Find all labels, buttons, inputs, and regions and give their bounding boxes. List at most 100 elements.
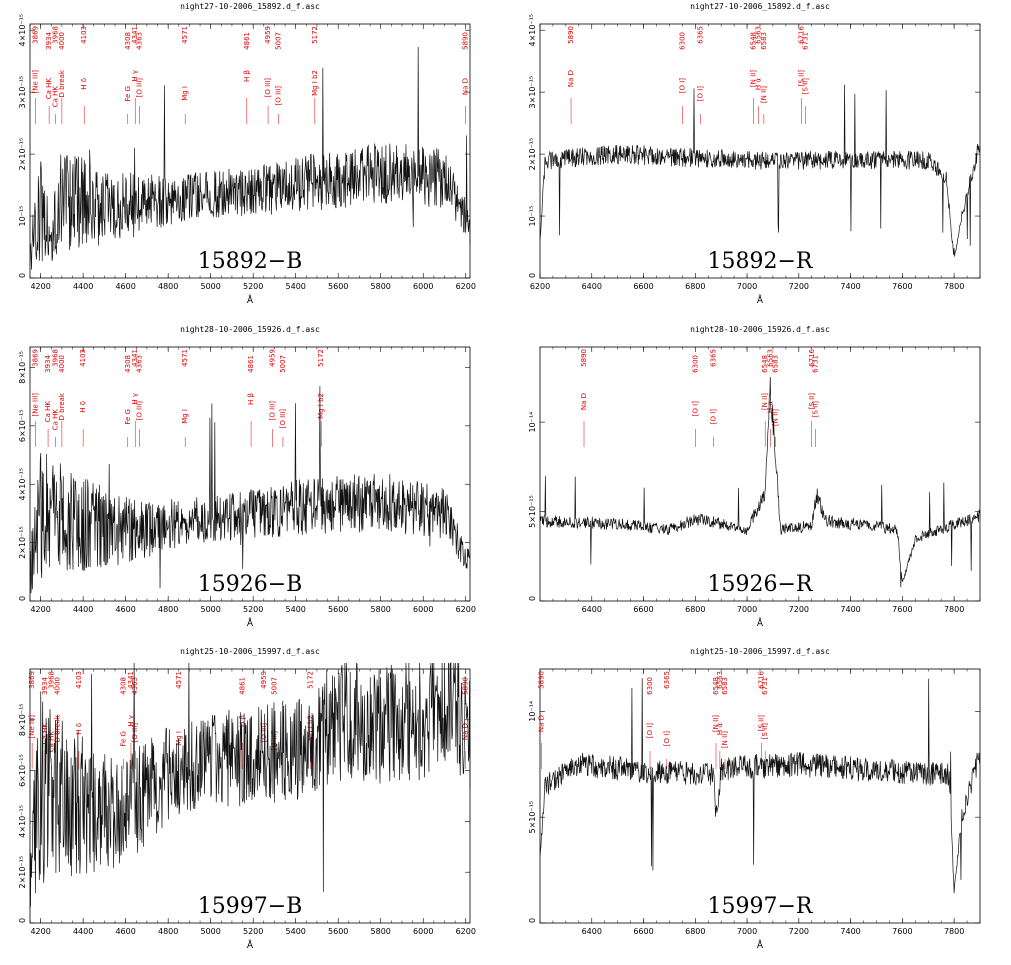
line-wavelength-label: 4363 — [131, 677, 139, 695]
line-wavelength-label: 4341 — [131, 26, 139, 44]
x-tick-label: 6200 — [456, 927, 476, 936]
y-tick-label: 6×10⁻¹⁵ — [18, 410, 27, 443]
line-wavelength-label: 6365 — [709, 349, 717, 367]
line-wavelength-label: 4571 — [181, 26, 189, 44]
x-tick-label: 6000 — [413, 282, 433, 291]
x-tick-label: 6800 — [685, 927, 705, 936]
x-tick-label: 7000 — [737, 605, 757, 614]
line-wavelength-label: 6731 — [801, 32, 809, 50]
x-axis-label: Å — [247, 939, 254, 951]
x-tick-label: 5200 — [243, 605, 263, 614]
spectral-line-marker: 4861 H β — [247, 355, 255, 447]
spectral-line-marker: 6583 [N II] — [721, 677, 729, 769]
line-wavelength-label: 4308 — [120, 677, 128, 695]
x-tick-label: 7800 — [944, 605, 964, 614]
line-name-label: [O III] — [135, 401, 143, 421]
line-wavelength-label: 3869 — [28, 671, 36, 689]
x-tick-label: 5400 — [286, 605, 306, 614]
line-name-label: [O I] — [646, 723, 654, 739]
x-tick-label: 4800 — [158, 605, 178, 614]
spectral-line-marker: 6731 [S II] — [812, 355, 820, 447]
spectrum-panel-15926-B: night28-10-2006_15926.d_f.asc 4200 4400 460… — [0, 323, 500, 641]
spectral-line-marker: 4341 H γ — [131, 26, 139, 124]
y-tick-label: 2×10⁻¹⁵ — [528, 138, 537, 171]
line-wavelength-label: 3869 — [31, 349, 39, 367]
spectral-line-marker: 3869 [Ne III] — [31, 349, 39, 447]
line-name-label: Mg I b2 — [307, 715, 315, 741]
x-tick-label: 6200 — [456, 605, 476, 614]
y-tick-label: 10⁻¹⁴ — [528, 412, 537, 433]
line-name-label: Ca HK — [52, 86, 60, 108]
spectrum-panel-15892-R: night27-10-2006_15892.d_f.asc 6200 6400 660… — [510, 0, 1010, 318]
line-name-label: [O I] — [709, 409, 717, 425]
y-tick-label: 8×10⁻¹⁵ — [18, 703, 27, 736]
line-name-label: [N II] — [761, 393, 769, 410]
y-tick-label: 4×10⁻¹⁵ — [18, 805, 27, 838]
x-tick-label: 4800 — [158, 282, 178, 291]
line-wavelength-label: 4000 — [54, 677, 62, 695]
line-name-label: [Ne III] — [28, 715, 36, 739]
spectral-line-marker: 4103 H δ — [75, 671, 83, 769]
x-tick-label: 5800 — [371, 605, 391, 614]
plot-frame — [539, 668, 981, 924]
line-name-label: H α — [755, 78, 763, 90]
line-name-label: Mg I b2 — [311, 70, 319, 96]
object-label: 15892−B — [198, 249, 303, 274]
line-wavelength-label: 4363 — [135, 32, 143, 50]
spectrum-trace — [539, 84, 981, 257]
spectrum-chart: night25-10-2006_15997.d_f.asc 6400 6600 680… — [528, 647, 981, 951]
line-name-label: [N II] — [760, 86, 768, 103]
y-tick-label: 2×10⁻¹⁵ — [18, 138, 27, 171]
spectral-line-marker: 6300 [O I] — [678, 32, 686, 124]
line-name-label: H δ — [75, 723, 83, 735]
line-wavelength-label: 4341 — [127, 671, 135, 689]
spectral-line-marker: 6365 [O I] — [663, 671, 671, 769]
line-wavelength-label: 5172 — [307, 671, 315, 689]
line-wavelength-label: 5007 — [279, 355, 287, 373]
line-wavelength-label: 3934 — [45, 31, 53, 49]
line-wavelength-label: 6365 — [663, 671, 671, 689]
line-wavelength-label: 4861 — [243, 32, 251, 50]
line-name-label: [O I] — [678, 78, 686, 94]
spectral-line-marker: 6731 [S II] — [761, 677, 769, 769]
spectral-line-marker: 5172 Mg I b2 — [311, 26, 319, 124]
line-wavelength-label: 4000 — [58, 32, 66, 50]
x-tick-label: 5800 — [371, 927, 391, 936]
line-wavelength-label: 6563 — [716, 671, 724, 689]
line-wavelength-label: 4103 — [75, 671, 83, 689]
x-tick-label: 7000 — [737, 282, 757, 291]
line-name-label: Ca HK — [44, 401, 52, 423]
line-name-label: [N II] — [712, 715, 720, 732]
line-name-label: [O I] — [696, 86, 704, 102]
spectral-line-marker: 4000 D break — [58, 32, 66, 124]
x-tick-label: 7400 — [840, 282, 860, 291]
line-name-label: [S II] — [761, 723, 769, 740]
spectrum-chart: night27-10-2006_15892.d_f.asc 6200 6400 660… — [528, 2, 981, 306]
spectral-line-marker: 4363 [O III] — [135, 32, 143, 124]
spectral-line-marker: 5007 [O III] — [275, 32, 283, 124]
line-wavelength-label: 6731 — [761, 677, 769, 695]
x-tick-label: 7800 — [944, 282, 964, 291]
line-wavelength-label: 3968 — [52, 26, 60, 44]
spectrum-chart: night27-10-2006_15892.d_f.asc 4200 4400 460… — [18, 2, 476, 306]
x-tick-label: 4600 — [115, 282, 135, 291]
line-name-label: [O III] — [135, 78, 143, 98]
y-tick-label: 0 — [528, 273, 537, 278]
line-name-label: Mg I — [181, 86, 189, 101]
line-name-label: [O III] — [275, 86, 283, 106]
line-name-label: H β — [243, 70, 251, 82]
y-tick-label: 5×10⁻¹⁵ — [528, 801, 537, 834]
x-axis-label: Å — [757, 294, 764, 306]
y-tick-label: 0 — [18, 918, 27, 923]
spectrum-trace — [539, 678, 981, 894]
spectral-line-marker: 3968 Ca HK — [52, 349, 60, 447]
line-wavelength-label: 3934 — [44, 354, 52, 372]
line-name-label: [S II] — [808, 393, 816, 410]
line-name-label: [O III] — [131, 723, 139, 743]
line-wavelength-label: 6548 — [712, 677, 720, 695]
x-tick-label: 7200 — [789, 605, 809, 614]
object-label: 15997−B — [198, 894, 303, 919]
line-name-label: [O III] — [279, 409, 287, 429]
line-name-label: D break — [58, 69, 66, 97]
